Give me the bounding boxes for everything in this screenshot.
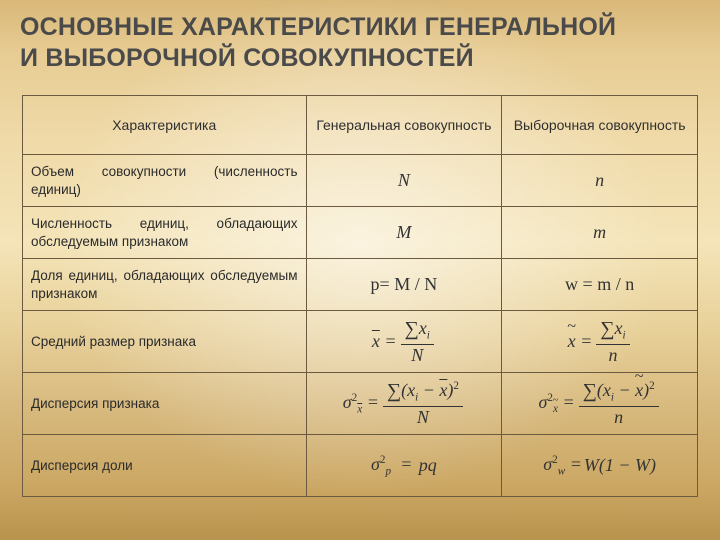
formula-share-variance-population: σ2p = pq xyxy=(306,435,502,497)
table-row: Дисперсия признака σ2x = ∑(xi − x)2 N σ2… xyxy=(23,373,698,435)
row-desc: Объем совокупности (численность единиц) xyxy=(23,155,307,207)
page-title: ОСНОВНЫЕ ХАРАКТЕРИСТИКИ ГЕНЕРАЛЬНОЙ И ВЫ… xyxy=(0,0,720,73)
table-row: Численность единиц, обладающих обследуем… xyxy=(23,207,698,259)
title-line-1: ОСНОВНЫЕ ХАРАКТЕРИСТИКИ ГЕНЕРАЛЬНОЙ xyxy=(20,13,616,41)
row-desc: Численность единиц, обладающих обследуем… xyxy=(23,207,307,259)
col-header-sample: Выборочная совокупность xyxy=(502,96,698,155)
characteristics-table: Характеристика Генеральная совокупность … xyxy=(22,95,698,497)
row-samp: w = m / n xyxy=(502,259,698,311)
title-line-2: И ВЫБОРОЧНОЙ СОВОКУПНОСТЕЙ xyxy=(20,44,474,72)
row-desc: Доля единиц, обладающих обследуемым приз… xyxy=(23,259,307,311)
col-header-population: Генеральная совокупность xyxy=(306,96,502,155)
col-header-characteristic: Характеристика xyxy=(23,96,307,155)
formula-mean-population: x = ∑xi N xyxy=(306,311,502,373)
row-gen: p= M / N xyxy=(306,259,502,311)
formula-mean-sample: x = ∑xi n xyxy=(502,311,698,373)
row-desc: Средний размер признака xyxy=(23,311,307,373)
formula-share-variance-sample: σ2w = W(1 − W) xyxy=(502,435,698,497)
formula-variance-population: σ2x = ∑(xi − x)2 N xyxy=(306,373,502,435)
formula-variance-sample: σ2x = ∑(xi − x)2 n xyxy=(502,373,698,435)
table-row: Дисперсия доли σ2p = pq σ2w = W(1 − W) xyxy=(23,435,698,497)
table-header-row: Характеристика Генеральная совокупность … xyxy=(23,96,698,155)
row-gen: M xyxy=(306,207,502,259)
row-gen: N xyxy=(306,155,502,207)
row-desc: Дисперсия доли xyxy=(23,435,307,497)
row-desc: Дисперсия признака xyxy=(23,373,307,435)
table-container: Характеристика Генеральная совокупность … xyxy=(0,73,720,497)
table-row: Объем совокупности (численность единиц) … xyxy=(23,155,698,207)
row-samp: m xyxy=(502,207,698,259)
table-row: Средний размер признака x = ∑xi N x = xyxy=(23,311,698,373)
table-row: Доля единиц, обладающих обследуемым приз… xyxy=(23,259,698,311)
row-samp: n xyxy=(502,155,698,207)
